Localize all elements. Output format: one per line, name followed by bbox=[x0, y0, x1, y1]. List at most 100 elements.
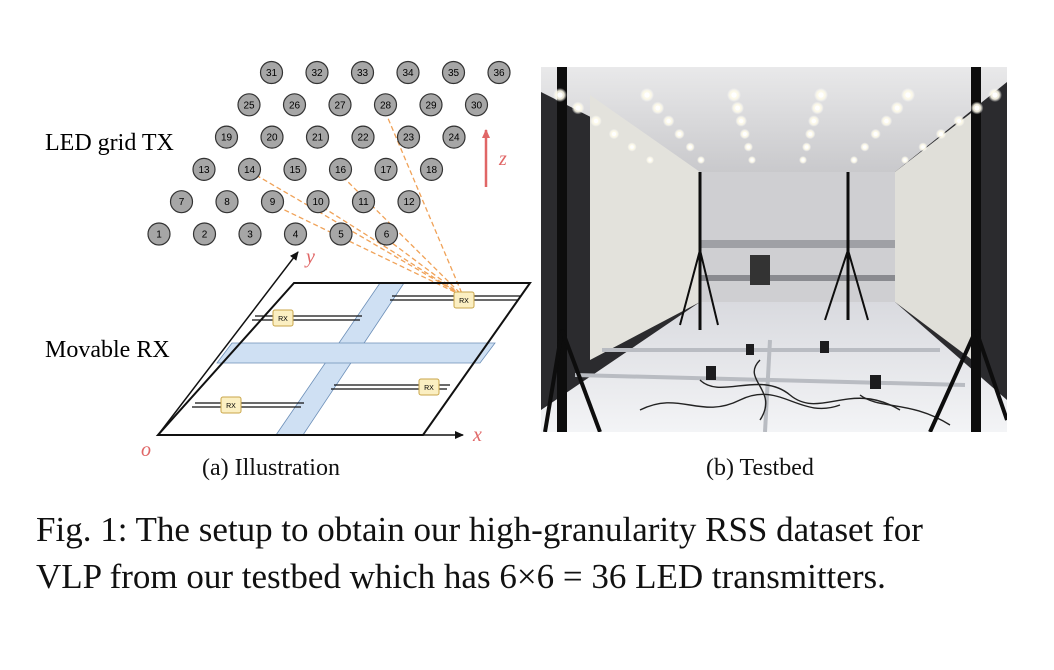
ceiling-light-core bbox=[655, 105, 661, 111]
led-label: 6 bbox=[384, 230, 390, 241]
led-27: 27 bbox=[328, 93, 352, 117]
led-label: 25 bbox=[243, 100, 255, 111]
led-label: 35 bbox=[448, 68, 460, 79]
ceiling-light-core bbox=[575, 105, 581, 111]
led-7: 7 bbox=[169, 190, 194, 214]
led-label: 9 bbox=[270, 197, 276, 208]
led-26: 26 bbox=[282, 93, 307, 117]
led-label: 5 bbox=[338, 230, 344, 241]
led-35: 35 bbox=[441, 60, 466, 85]
origin-label: o bbox=[141, 439, 151, 461]
led-11: 11 bbox=[351, 190, 376, 214]
ceiling-light-core bbox=[921, 145, 925, 149]
rx-box-4: RX bbox=[220, 396, 242, 414]
rx-box-3: RX bbox=[418, 378, 440, 396]
ceiling-light-core bbox=[811, 118, 816, 124]
led-label: 27 bbox=[334, 100, 346, 111]
led-8: 8 bbox=[215, 190, 239, 214]
led-label: 23 bbox=[403, 133, 415, 144]
led-20: 20 bbox=[260, 125, 284, 149]
led-31: 31 bbox=[259, 60, 284, 85]
led-label: 16 bbox=[335, 165, 347, 176]
led-label: 36 bbox=[493, 68, 505, 79]
led-24: 24 bbox=[442, 125, 466, 149]
led-label: 4 bbox=[293, 230, 299, 241]
led-10: 10 bbox=[306, 190, 330, 214]
x-axis-label: x bbox=[472, 424, 482, 446]
led-23: 23 bbox=[396, 125, 421, 149]
led-14: 14 bbox=[237, 157, 262, 181]
led-label: 33 bbox=[357, 68, 369, 79]
ceiling-light-core bbox=[815, 105, 820, 111]
ceiling-light-core bbox=[648, 158, 652, 162]
ceiling-light-core bbox=[804, 145, 809, 149]
led-15: 15 bbox=[283, 157, 307, 181]
rails bbox=[192, 295, 521, 408]
beam-lines bbox=[248, 103, 464, 297]
rx-floor-board: RX RX RX RX bbox=[155, 282, 532, 436]
led-17: 17 bbox=[374, 157, 398, 181]
led-5: 5 bbox=[329, 222, 353, 246]
ceiling-light-core bbox=[735, 105, 740, 111]
led-34: 34 bbox=[396, 60, 420, 85]
led-19: 19 bbox=[214, 125, 239, 149]
y-axis-label: y bbox=[304, 246, 315, 268]
ceiling-light-core bbox=[731, 92, 737, 98]
led-6: 6 bbox=[374, 222, 399, 246]
led-label: 1 bbox=[156, 230, 162, 241]
led-label: 12 bbox=[403, 197, 415, 208]
ceiling-light-core bbox=[742, 132, 747, 136]
ceiling-light-core bbox=[612, 132, 616, 136]
testbed-photo bbox=[541, 67, 1007, 432]
led-label: 30 bbox=[471, 100, 483, 111]
svg-text:RX: RX bbox=[459, 298, 469, 305]
ceiling-light-core bbox=[699, 158, 703, 162]
led-33: 33 bbox=[350, 60, 375, 85]
caption-line-1: Fig. 1: The setup to obtain our high-gra… bbox=[36, 510, 923, 549]
led-label: 28 bbox=[380, 100, 392, 111]
ceiling-light-core bbox=[852, 158, 856, 162]
ceiling-light-core bbox=[739, 118, 744, 124]
led-label: 8 bbox=[224, 197, 230, 208]
ceiling-light-core bbox=[873, 132, 878, 136]
ceiling-light-core bbox=[677, 132, 682, 136]
ceiling-light-core bbox=[750, 158, 754, 162]
rx-label: Movable RX bbox=[45, 337, 170, 363]
led-30: 30 bbox=[464, 93, 489, 117]
svg-text:RX: RX bbox=[226, 403, 236, 410]
ceiling-light-core bbox=[992, 92, 998, 98]
led-2: 2 bbox=[192, 222, 217, 246]
ceiling-light-core bbox=[666, 118, 671, 124]
ceiling-light-core bbox=[903, 158, 907, 162]
ceiling-light-core bbox=[818, 92, 824, 98]
rx-box-1: RX bbox=[453, 291, 475, 309]
led-label: 29 bbox=[425, 100, 437, 111]
svg-text:RX: RX bbox=[424, 385, 434, 392]
led-label: 2 bbox=[202, 230, 208, 241]
led-label: 11 bbox=[358, 197, 369, 208]
led-18: 18 bbox=[419, 157, 444, 181]
led-label: 18 bbox=[426, 165, 438, 176]
led-label: 17 bbox=[380, 165, 392, 176]
tx-label: LED grid TX bbox=[45, 130, 174, 156]
svg-text:RX: RX bbox=[278, 316, 288, 323]
led-32: 32 bbox=[305, 60, 329, 85]
led-label: 15 bbox=[289, 165, 301, 176]
led-label: 20 bbox=[266, 133, 278, 144]
z-axis-label: z bbox=[498, 148, 507, 170]
ceiling-light-core bbox=[593, 118, 599, 124]
y-axis-arrow bbox=[157, 251, 299, 436]
ceiling-light-core bbox=[746, 145, 751, 149]
ceiling-light-core bbox=[905, 92, 911, 98]
led-label: 22 bbox=[357, 133, 369, 144]
led-label: 24 bbox=[448, 133, 460, 144]
ceiling-light-core bbox=[884, 118, 889, 124]
ceiling-light-core bbox=[801, 158, 805, 162]
led-label: 21 bbox=[312, 133, 324, 144]
led-label: 19 bbox=[221, 133, 233, 144]
led-label: 32 bbox=[311, 68, 323, 79]
ceiling-light-core bbox=[644, 92, 650, 98]
